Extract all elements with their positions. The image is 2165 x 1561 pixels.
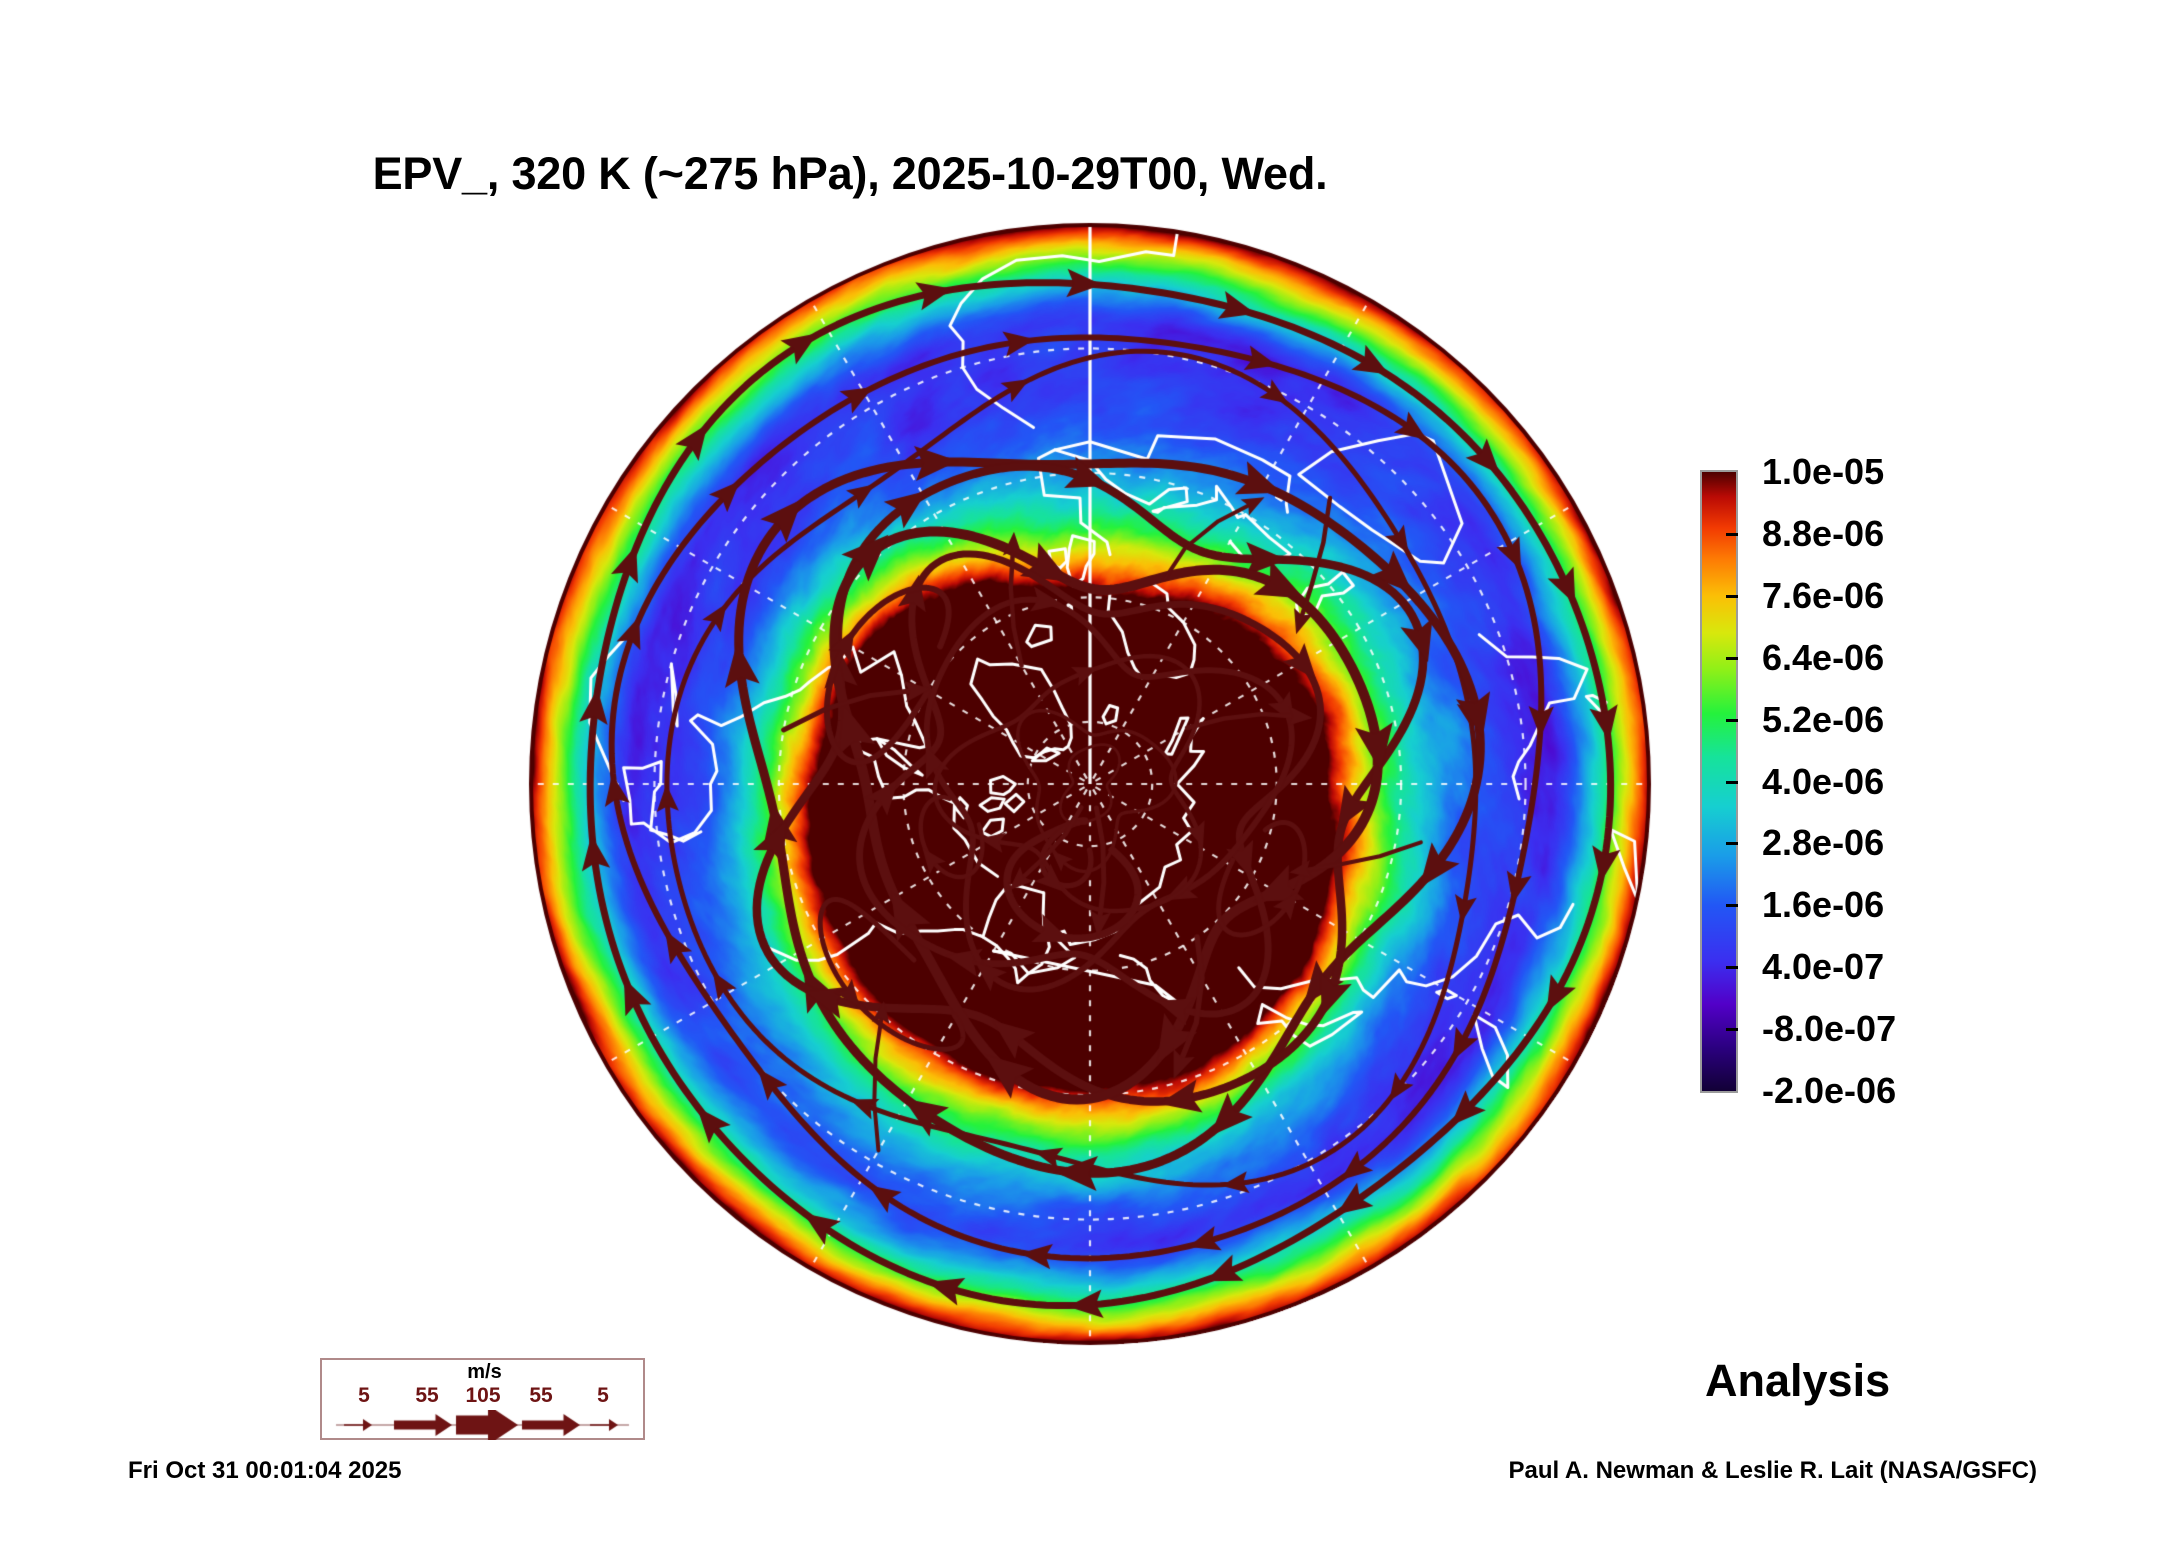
colorbar-tick-label: 4.0e-06 [1762,760,1885,802]
wind-legend-tick-label: 5 [358,1384,370,1407]
colorbar-tick [1726,532,1738,536]
colorbar-tick-label: -8.0e-07 [1762,1008,1897,1050]
wind-legend-tick-label: 55 [529,1384,553,1407]
wind-legend-tick-label: 105 [465,1384,501,1407]
colorbar-tick [1726,780,1738,784]
wind-legend-tick-label: 55 [415,1384,439,1407]
colorbar-tick-label: 6.4e-06 [1762,636,1885,678]
page-title: EPV_, 320 K (~275 hPa), 2025-10-29T00, W… [372,148,1328,199]
analysis-label: Analysis [1705,1355,1891,1406]
colorbar-tick-label: 5.2e-06 [1762,698,1885,740]
colorbar-tick-label: 2.8e-06 [1762,822,1885,864]
colorbar-tick [1726,1028,1738,1032]
colorbar-tick [1726,842,1738,846]
colorbar-tick-label: 1.6e-06 [1762,884,1885,926]
colorbar-tick [1726,718,1738,722]
colorbar-tick-label: 4.0e-07 [1762,946,1885,988]
epv-polar-heatmap-canvas [528,222,1652,1346]
wind-legend-unit-label: m/s [467,1361,502,1383]
colorbar-tick [1726,904,1738,908]
colorbar-tick-label: -2.0e-06 [1762,1070,1897,1111]
colorbar-tick [1726,966,1738,970]
author-credit: Paul A. Newman & Leslie R. Lait (NASA/GS… [1508,1457,2037,1484]
wind-legend-tick-label: 5 [597,1384,609,1407]
colorbar-tick-label: 8.8e-06 [1762,512,1885,554]
colorbar-tick [1726,594,1738,598]
wind-legend-arrow-scale [322,1410,643,1440]
colorbar: 1.0e-05 8.8e-06 7.6e-06 6.4e-06 5.2e-06 4.0e-… [1700,451,2120,1111]
colorbar-tick-label: 7.6e-06 [1762,574,1885,616]
colorbar-tick [1726,656,1738,660]
generation-timestamp: Fri Oct 31 00:01:04 2025 [128,1457,402,1484]
wind-speed-legend: m/s 5 55 105 55 5 [320,1358,645,1440]
polar-map [528,222,1652,1346]
colorbar-tick-label: 1.0e-05 [1762,451,1885,492]
